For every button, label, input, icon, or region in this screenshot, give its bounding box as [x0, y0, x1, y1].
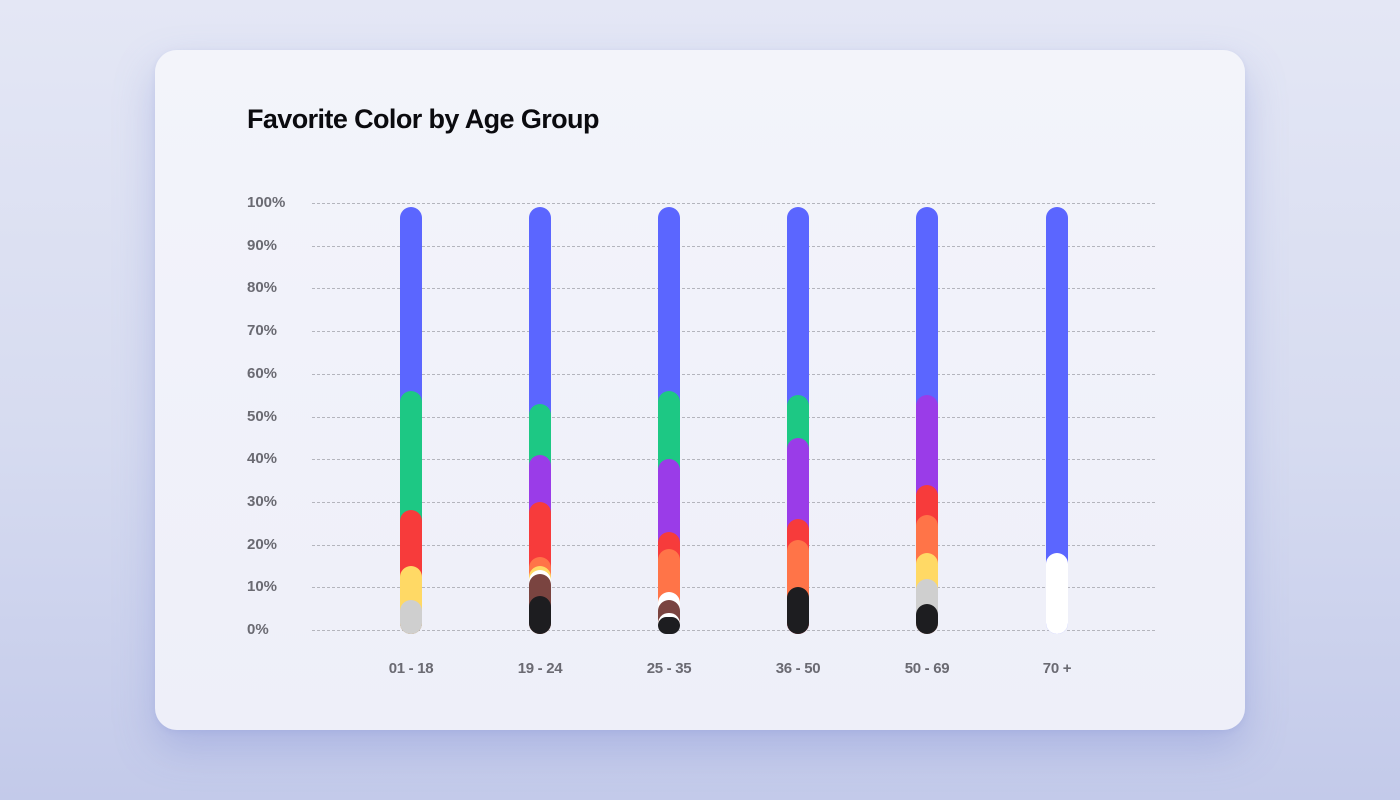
- x-tick-label: 50 - 69: [904, 660, 950, 677]
- y-tick-label: 90%: [247, 236, 278, 254]
- y-tick-label: 60%: [247, 364, 278, 382]
- x-tick-label: 01 - 18: [388, 660, 434, 677]
- bar-segment-gray[interactable]: [400, 600, 422, 634]
- chart-title: Favorite Color by Age Group: [247, 104, 599, 134]
- y-tick-label: 0%: [247, 621, 269, 638]
- gridline: [312, 544, 1155, 546]
- x-tick-label: 70 +: [1042, 660, 1072, 677]
- y-tick-label: 80%: [247, 279, 278, 297]
- bar-segment-white[interactable]: [1046, 553, 1068, 634]
- y-tick-label: 40%: [247, 450, 278, 468]
- gridline: [312, 501, 1155, 503]
- gridline: [312, 288, 1155, 290]
- gridline: [312, 587, 1155, 589]
- x-tick-label: 19 - 24: [517, 660, 563, 677]
- gridline: [312, 373, 1155, 375]
- gridline: [312, 203, 1155, 204]
- x-tick-label: 36 - 50: [775, 660, 821, 677]
- gridline: [312, 331, 1155, 333]
- y-tick-label: 50%: [247, 407, 278, 425]
- stacked-bar-chart: 100% 90% 80% 70% 60% 50% 40% 30% 20% 10% 0% 01 - 1…: [155, 50, 1245, 730]
- y-tick-label: 20%: [247, 535, 278, 553]
- gridline: [312, 630, 1155, 631]
- chart-card: Favorite Color by Age Group 100% 90% 80% 70…: [155, 50, 1245, 730]
- gridline: [312, 459, 1155, 461]
- y-tick-label: 10%: [247, 578, 278, 596]
- x-tick-label: 25 - 35: [646, 660, 692, 677]
- y-tick-label: 100%: [247, 194, 286, 211]
- y-tick-label: 30%: [247, 492, 278, 510]
- bar-segment-black[interactable]: [787, 587, 809, 634]
- y-tick-label: 70%: [247, 322, 278, 340]
- bar-segment-blue[interactable]: [1046, 207, 1068, 634]
- bar-segment-black[interactable]: [916, 604, 938, 634]
- gridline: [312, 245, 1155, 247]
- bar-segment-black[interactable]: [529, 595, 551, 634]
- bar-segment-black[interactable]: [658, 617, 680, 634]
- gridline: [312, 416, 1155, 418]
